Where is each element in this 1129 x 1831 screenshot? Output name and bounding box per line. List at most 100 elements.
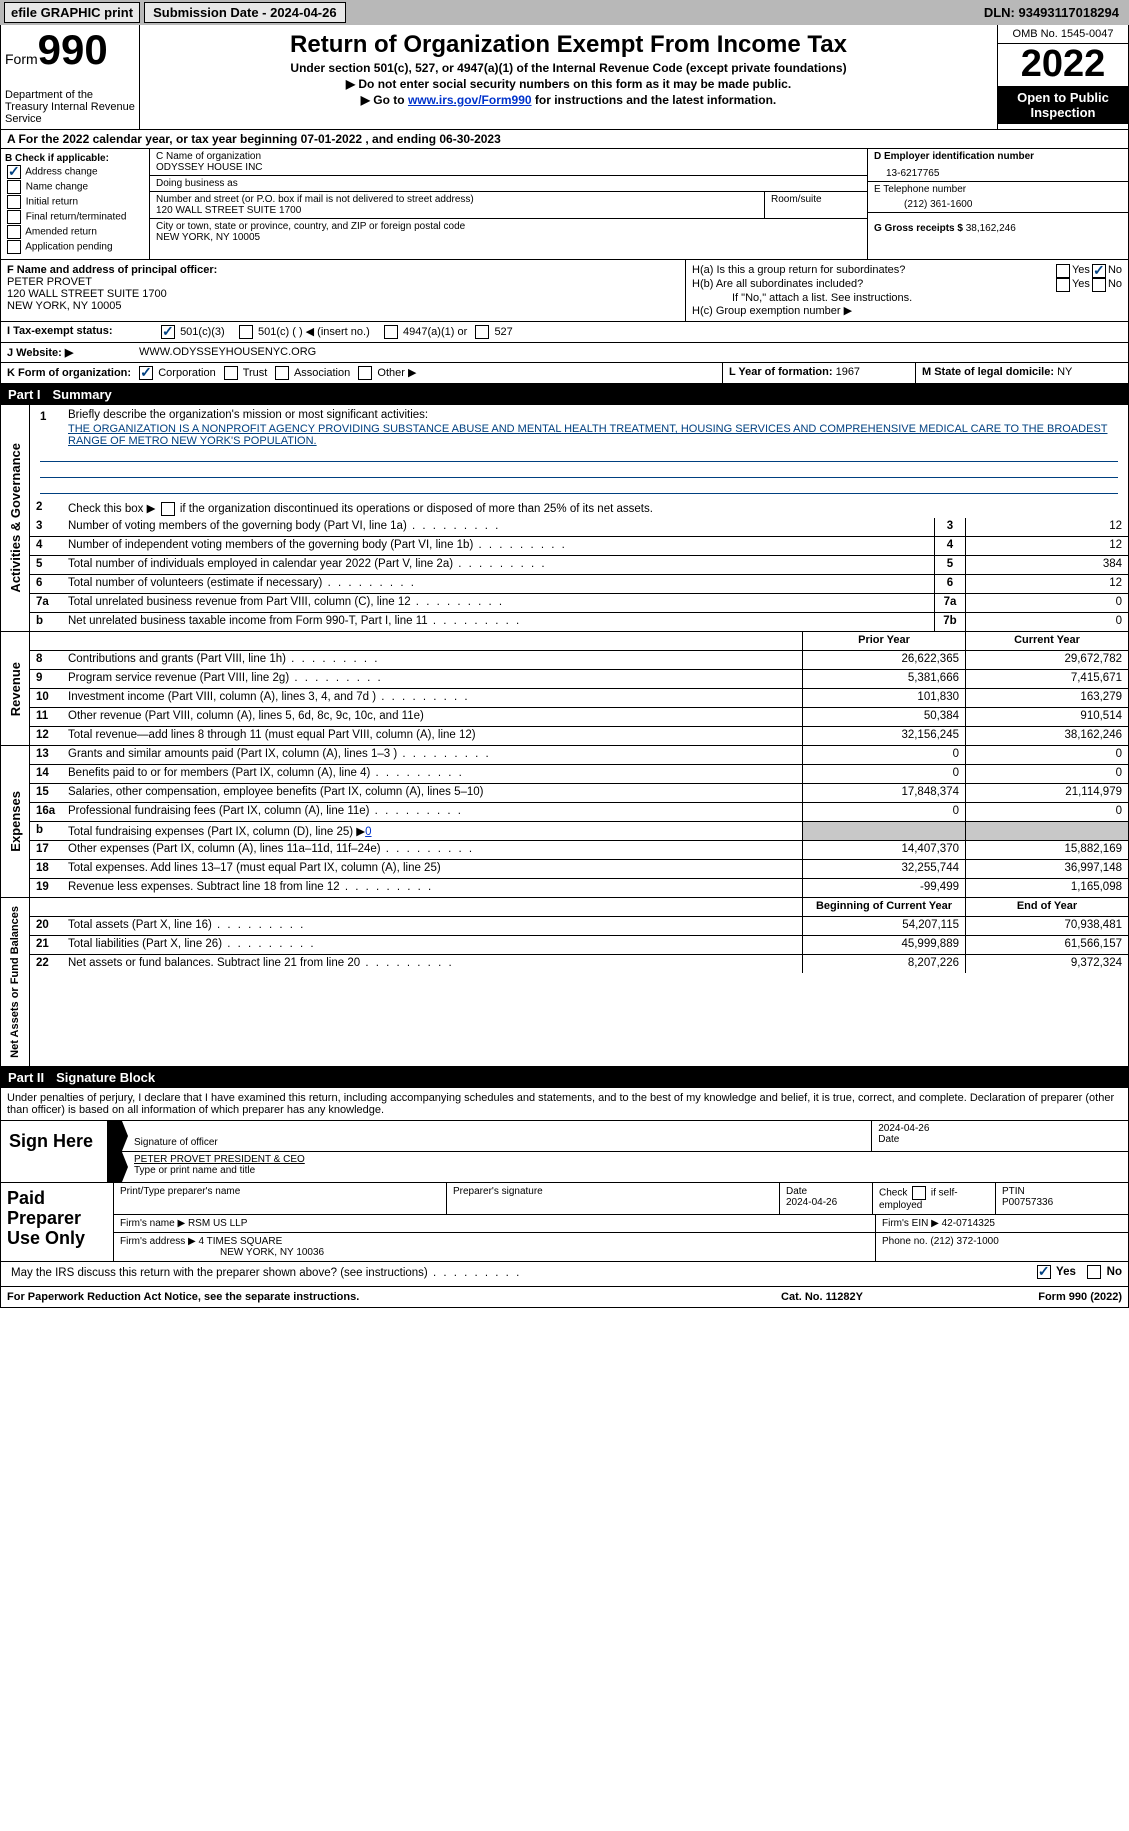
section-h: H(a) Is this a group return for subordin… bbox=[686, 260, 1128, 321]
checkbox-initial-return[interactable] bbox=[7, 195, 21, 209]
section-b: B Check if applicable: Address change Na… bbox=[1, 149, 150, 259]
line-num-16a: 16a bbox=[30, 803, 64, 821]
paid-preparer-label: Paid Preparer Use Only bbox=[1, 1183, 114, 1261]
p15: 17,848,374 bbox=[802, 784, 965, 802]
arrow-icon bbox=[108, 1121, 128, 1151]
p16a: 0 bbox=[802, 803, 965, 821]
omb-number: OMB No. 1545-0047 bbox=[998, 25, 1128, 44]
l2-checkbox[interactable] bbox=[161, 502, 175, 516]
c20: 70,938,481 bbox=[965, 917, 1128, 935]
firm-ein-label: Firm's EIN ▶ bbox=[882, 1218, 939, 1229]
501c3-checkbox[interactable] bbox=[161, 325, 175, 339]
p20: 54,207,115 bbox=[802, 917, 965, 935]
irs-link[interactable]: www.irs.gov/Form990 bbox=[408, 93, 532, 107]
527-checkbox[interactable] bbox=[475, 325, 489, 339]
opt-other: Other ▶ bbox=[377, 367, 416, 379]
form-title: Return of Organization Exempt From Incom… bbox=[148, 31, 989, 59]
line-num-4: 4 bbox=[30, 537, 64, 555]
c17: 15,882,169 bbox=[965, 841, 1128, 859]
ein-value: 13-6217765 bbox=[874, 162, 1122, 179]
arrow-icon-2 bbox=[108, 1152, 128, 1182]
footer-mid: Cat. No. 11282Y bbox=[722, 1291, 922, 1303]
check-self-label: Check bbox=[879, 1188, 910, 1199]
opt-name-change: Name change bbox=[26, 182, 88, 193]
c14: 0 bbox=[965, 765, 1128, 783]
l12-text: Total revenue—add lines 8 through 11 (mu… bbox=[64, 727, 802, 745]
yes-label-2: Yes bbox=[1072, 278, 1090, 292]
ha-yes-checkbox[interactable] bbox=[1056, 264, 1070, 278]
section-j: J Website: ▶ WWW.ODYSSEYHOUSENYC.ORG bbox=[0, 343, 1129, 363]
phone-label: E Telephone number bbox=[874, 184, 1122, 195]
l14-text: Benefits paid to or for members (Part IX… bbox=[64, 765, 802, 783]
sig-date-value: 2024-04-26 bbox=[878, 1123, 1122, 1134]
open-to-public: Open to Public Inspection bbox=[998, 86, 1128, 124]
self-employed-checkbox[interactable] bbox=[912, 1186, 926, 1200]
ptin-value: P00757336 bbox=[1002, 1197, 1053, 1208]
corp-checkbox[interactable] bbox=[139, 366, 153, 380]
org-name-label: C Name of organization bbox=[156, 151, 861, 162]
no-label-2: No bbox=[1108, 278, 1122, 292]
line-num-7b: b bbox=[30, 613, 64, 631]
vtab-netassets-label: Net Assets or Fund Balances bbox=[9, 898, 21, 1066]
4947-checkbox[interactable] bbox=[384, 325, 398, 339]
l6-text: Total number of volunteers (estimate if … bbox=[64, 575, 934, 593]
prep-sig-label: Preparer's signature bbox=[447, 1183, 780, 1214]
officer-addr1: 120 WALL STREET SUITE 1700 bbox=[7, 288, 167, 300]
goto-pre: ▶ Go to bbox=[361, 93, 408, 107]
entity-block: B Check if applicable: Address change Na… bbox=[0, 148, 1129, 260]
section-f: F Name and address of principal officer:… bbox=[1, 260, 686, 321]
line-num-21: 21 bbox=[30, 936, 64, 954]
hc-label: H(c) Group exemption number ▶ bbox=[692, 304, 1122, 317]
officer-name: PETER PROVET bbox=[7, 276, 92, 288]
hb-no-checkbox[interactable] bbox=[1092, 278, 1106, 292]
line-num-14: 14 bbox=[30, 765, 64, 783]
checkbox-final-return[interactable] bbox=[7, 210, 21, 224]
c21: 61,566,157 bbox=[965, 936, 1128, 954]
f-label: F Name and address of principal officer: bbox=[7, 264, 217, 276]
opt-amended-return: Amended return bbox=[25, 227, 97, 238]
discuss-no-checkbox[interactable] bbox=[1087, 1265, 1101, 1279]
summary-expenses: Expenses 13Grants and similar amounts pa… bbox=[0, 746, 1129, 898]
section-d: D Employer identification number 13-6217… bbox=[867, 149, 1128, 259]
header-right: OMB No. 1545-0047 2022 Open to Public In… bbox=[997, 25, 1128, 129]
firm-phone-label: Phone no. bbox=[882, 1236, 928, 1247]
ha-no-checkbox[interactable] bbox=[1092, 264, 1106, 278]
room-label: Room/suite bbox=[771, 194, 861, 205]
mission-label: Briefly describe the organization's miss… bbox=[68, 409, 428, 423]
sig-date-label: Date bbox=[878, 1134, 1122, 1145]
header-mid: Return of Organization Exempt From Incom… bbox=[140, 25, 997, 129]
firm-ein-value: 42-0714325 bbox=[942, 1218, 995, 1229]
section-b-label: B Check if applicable: bbox=[5, 153, 145, 164]
firm-addr1: 4 TIMES SQUARE bbox=[199, 1236, 283, 1247]
subtitle-1: Under section 501(c), 527, or 4947(a)(1)… bbox=[148, 61, 989, 75]
opt-address-change: Address change bbox=[25, 167, 97, 178]
blank-text-2 bbox=[64, 898, 802, 916]
end-header: End of Year bbox=[965, 898, 1128, 916]
hb-yes-checkbox[interactable] bbox=[1056, 278, 1070, 292]
part2-header: Part II Signature Block bbox=[0, 1067, 1129, 1088]
checkbox-amended-return[interactable] bbox=[7, 225, 21, 239]
line-num-19: 19 bbox=[30, 879, 64, 897]
assoc-checkbox[interactable] bbox=[275, 366, 289, 380]
501c-checkbox[interactable] bbox=[239, 325, 253, 339]
checkbox-address-change[interactable] bbox=[7, 165, 21, 179]
l16a-text: Professional fundraising fees (Part IX, … bbox=[64, 803, 802, 821]
l3-text: Number of voting members of the governin… bbox=[64, 518, 934, 536]
l18-text: Total expenses. Add lines 13–17 (must eq… bbox=[64, 860, 802, 878]
p21: 45,999,889 bbox=[802, 936, 965, 954]
firm-addr2: NEW YORK, NY 10036 bbox=[120, 1247, 324, 1258]
j-label: J Website: ▶ bbox=[7, 347, 73, 359]
trust-checkbox[interactable] bbox=[224, 366, 238, 380]
other-checkbox[interactable] bbox=[358, 366, 372, 380]
checkbox-name-change[interactable] bbox=[7, 180, 21, 194]
checkbox-app-pending[interactable] bbox=[7, 240, 21, 254]
l-value: 1967 bbox=[836, 366, 860, 378]
vtab-activities: Activities & Governance bbox=[1, 405, 30, 631]
section-c: C Name of organization ODYSSEY HOUSE INC… bbox=[150, 149, 867, 259]
l2-pre: Check this box ▶ bbox=[68, 503, 159, 515]
discuss-yes-checkbox[interactable] bbox=[1037, 1265, 1051, 1279]
l-label: L Year of formation: bbox=[729, 366, 833, 378]
opt-app-pending: Application pending bbox=[25, 242, 112, 253]
efile-print-button[interactable]: efile GRAPHIC print bbox=[4, 2, 140, 23]
blank-line bbox=[40, 480, 1118, 494]
